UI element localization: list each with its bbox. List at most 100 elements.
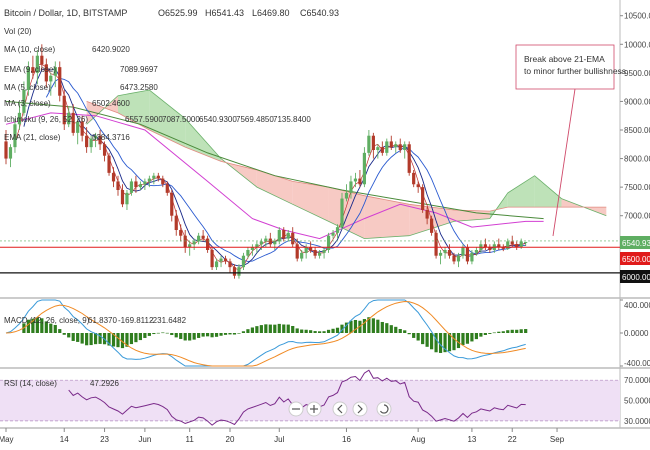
candle: [380, 141, 384, 156]
macd-line: [5, 299, 526, 367]
macd-histogram-bar: [300, 329, 304, 333]
candle-body: [452, 255, 456, 262]
candle-body: [425, 210, 429, 219]
plus-icon[interactable]: [306, 401, 322, 417]
candle: [76, 118, 80, 145]
macd-histogram-bar: [452, 333, 456, 351]
candle: [49, 72, 53, 96]
price-tick-label: 10500.00: [624, 12, 650, 21]
macd-histogram-bar: [389, 325, 393, 333]
candle-body: [510, 241, 514, 245]
macd-histogram-bar: [412, 333, 416, 338]
candle: [40, 44, 44, 70]
candle: [152, 172, 156, 185]
candle: [497, 238, 501, 250]
candle: [4, 130, 8, 165]
candle: [322, 247, 326, 259]
candle-body: [165, 184, 169, 193]
cloud-segment: [292, 181, 329, 222]
candle: [295, 238, 299, 262]
symbol-title: Bitcoin / Dollar, 1D, BITSTAMP: [4, 8, 127, 18]
macd-histogram-bar: [282, 324, 286, 333]
macd-histogram-bar: [318, 331, 322, 333]
candle-body: [421, 187, 425, 210]
candle-body: [376, 147, 380, 150]
candle-body: [161, 178, 165, 185]
candle: [98, 130, 102, 150]
macd-histogram-bar: [492, 332, 496, 334]
annotation-line-1: Break above 21-EMA: [524, 54, 605, 64]
candle: [241, 252, 246, 270]
macd-histogram-bar: [165, 332, 169, 334]
candle: [107, 152, 111, 176]
candle: [26, 61, 30, 96]
ema21-legend: EMA (21, close): [4, 133, 61, 142]
candle-body: [116, 181, 120, 190]
macd-histogram-bar: [35, 317, 39, 333]
macd-histogram-bar: [474, 333, 478, 340]
macd-histogram-bar: [98, 333, 102, 344]
ichimoku-legend: Ichimoku (9, 26, 52, 26): [4, 115, 88, 124]
candle: [313, 247, 317, 259]
macd-histogram-bar: [326, 329, 331, 333]
time-tick-label: Sep: [550, 435, 565, 444]
candle: [376, 144, 380, 159]
price-tick-label: 9500.00: [624, 69, 650, 78]
time-axis: May 14 23 Jun 11 20 Jul 16 Aug 13 22 Sep: [0, 428, 565, 444]
macd-tick-label: 400.0000: [624, 301, 650, 310]
candle: [434, 230, 438, 259]
left-arrow-icon[interactable]: [332, 401, 348, 417]
candle-body: [438, 252, 443, 256]
macd-histogram-bar: [125, 333, 129, 347]
candle-body: [31, 67, 35, 73]
cloud-segment: [118, 90, 150, 130]
macd-histogram-bar: [380, 321, 384, 333]
macd-histogram-bar: [71, 333, 75, 341]
cloud-segment: [185, 118, 222, 162]
chart-toolbar: [288, 401, 392, 417]
annotation-callout[interactable]: Break above 21-EMA to minor further bull…: [515, 44, 626, 237]
candle-body: [398, 144, 402, 150]
minus-icon[interactable]: [288, 401, 304, 417]
candle-body: [129, 181, 134, 193]
candle-body: [44, 64, 48, 82]
candle-body: [26, 67, 30, 90]
candle: [246, 247, 250, 259]
candle: [223, 255, 228, 265]
reset-icon[interactable]: [376, 401, 392, 417]
candle: [340, 192, 344, 230]
macd-value-1: 61.8370: [88, 316, 117, 325]
candle: [452, 252, 456, 265]
macd-histogram-bar: [385, 323, 389, 333]
ema21-value: 6384.3716: [92, 133, 130, 142]
macd-histogram-bar: [295, 328, 299, 333]
candle: [438, 250, 443, 265]
candle-body: [71, 112, 75, 133]
macd-histogram-bar: [143, 333, 147, 338]
rsi-tick-label: 30.0000: [624, 417, 650, 426]
candle: [214, 258, 219, 270]
candle-body: [85, 135, 89, 148]
macd-histogram-bar: [111, 333, 116, 347]
macd-histogram-bar: [129, 333, 134, 345]
candle: [62, 90, 66, 130]
last-price-label: 6540.93: [622, 239, 650, 248]
candle-body: [264, 238, 268, 242]
candle-body: [430, 218, 434, 233]
macd-histogram-bar: [331, 328, 335, 333]
candle-body: [89, 138, 93, 148]
candle: [461, 244, 465, 259]
right-arrow-icon[interactable]: [352, 401, 368, 417]
macd-histogram-bar: [403, 330, 407, 333]
candle: [326, 232, 331, 253]
candle-body: [456, 255, 461, 262]
cloud-segment: [507, 175, 535, 208]
candle-body: [250, 247, 254, 250]
candle: [71, 104, 75, 136]
candle-body: [318, 252, 322, 256]
candle: [268, 232, 272, 248]
candle-body: [143, 181, 147, 185]
macd-histogram-bar: [501, 331, 505, 333]
candle-body: [367, 135, 371, 153]
